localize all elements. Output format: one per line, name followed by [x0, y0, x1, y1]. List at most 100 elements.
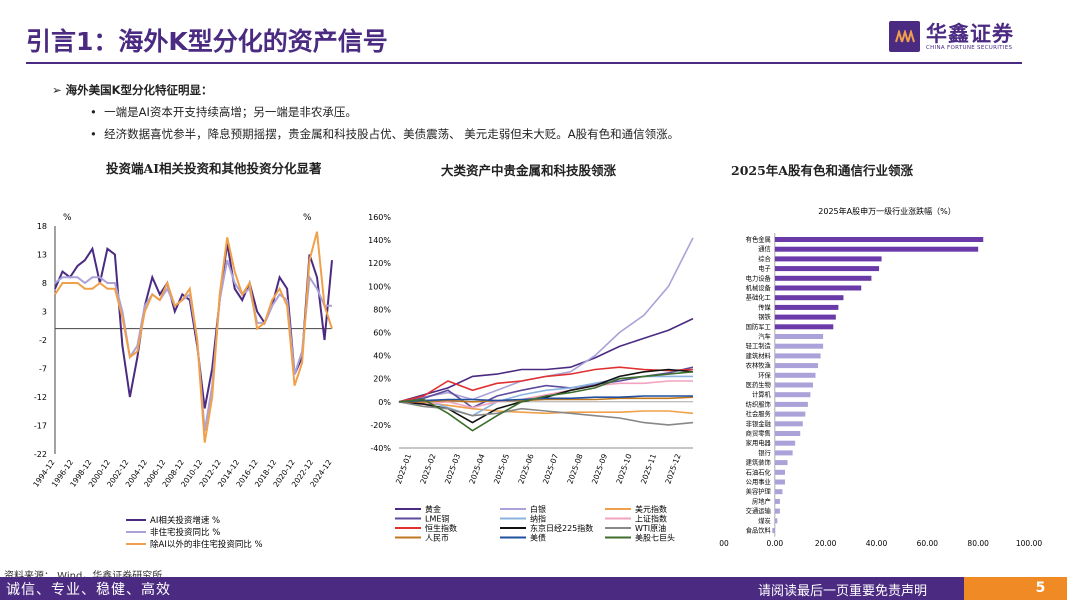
- category-label: 纺织服饰: [746, 399, 771, 408]
- legend-label: 除AI以外的非住宅投资同比 %: [150, 539, 263, 550]
- legend-label: 恒生指数: [425, 523, 457, 533]
- y-tick-label: 20%: [373, 375, 391, 384]
- chart2-title: 大类资产中贵金属和科技股领涨: [441, 163, 617, 178]
- brand-logo: 华鑫证券 CHINA FORTUNE SECURITIES: [889, 21, 1014, 52]
- bar: [774, 334, 824, 339]
- y-tick-label: -40%: [370, 444, 391, 453]
- category-label: 计算机: [752, 390, 772, 399]
- legend-label: 非住宅投资同比 %: [150, 527, 220, 538]
- category-label: 有色金属: [746, 235, 771, 244]
- y-tick-label: 160%: [368, 213, 391, 222]
- x-tick-label: 2025-03: [443, 452, 462, 485]
- legend-label: AI相关投资增速 %: [150, 515, 220, 526]
- y-tick-label: 0%: [378, 398, 391, 407]
- bar: [774, 421, 803, 427]
- y-tick-label: 60%: [373, 329, 391, 338]
- bullet-item: • 一端是AI资本开支持续高增；另一端是非农承压。: [90, 105, 357, 119]
- category-label: 通信: [758, 244, 771, 253]
- chart3-title: 2025年A股有色和通信行业领涨: [731, 163, 913, 178]
- disclaimer-link[interactable]: 请阅读最后一页重要免责声明: [758, 584, 928, 599]
- bullet-item: • 经济数据喜忧参半，降息预期摇摆，贵金属和科技股占优、美债震荡、 美元走弱但未…: [90, 127, 680, 141]
- y-tick-label: -20%: [370, 421, 391, 430]
- category-label: 电力设备: [746, 273, 772, 282]
- footer-bar: 诚信、专业、稳健、高效 请阅读最后一页重要免责声明 5: [0, 577, 1067, 600]
- y-tick-label: 3: [42, 308, 47, 317]
- y-tick-label: 8: [42, 279, 47, 288]
- category-label: 机械设备: [746, 283, 772, 292]
- x-tick-label: 2025-10: [614, 452, 633, 485]
- x-tick-label: 60.00: [917, 539, 939, 548]
- bullet-main: ➢ 海外美国K型分化特征明显：: [52, 83, 213, 97]
- y-tick-label: 40%: [373, 352, 391, 361]
- bar: [774, 295, 844, 301]
- series-line: [398, 317, 694, 403]
- bar: [774, 479, 785, 485]
- legend-label: 上证指数: [635, 514, 667, 524]
- y-tick-label: 100%: [368, 282, 391, 291]
- footer-slogan: 诚信、专业、稳健、高效: [6, 582, 171, 598]
- category-label: 食品饮料: [746, 526, 772, 535]
- y-tick-label: 120%: [368, 259, 391, 268]
- category-label: 传媒: [758, 302, 771, 311]
- bar: [774, 324, 834, 330]
- bar: [774, 237, 984, 242]
- series-line: [398, 395, 693, 403]
- category-label: 农林牧渔: [746, 361, 771, 370]
- chart1-title: 投资端AI相关投资和其他投资分化显著: [106, 161, 322, 176]
- x-tick-label: 2025-09: [590, 452, 609, 485]
- bar: [774, 372, 816, 378]
- logo-mark-icon: [889, 21, 920, 52]
- bar: [774, 489, 783, 495]
- category-label: 轻工制造: [746, 341, 772, 350]
- category-label: 非银金融: [746, 419, 772, 428]
- category-label: 公用事业: [746, 477, 771, 486]
- y-tick-label: -17: [34, 422, 47, 431]
- bar: [774, 314, 836, 320]
- source-note: 资料来源： Wind，华鑫证券研究所: [4, 567, 162, 582]
- legend-label: 东京日经225指数: [530, 523, 593, 533]
- category-label: 汽车: [758, 332, 771, 341]
- legend-label: 美股七巨头: [635, 533, 675, 543]
- x-tick-label: 2025-12: [663, 452, 682, 485]
- y-tick-label: -22: [34, 450, 47, 459]
- x-tick-label: 100.00: [1016, 539, 1042, 548]
- chart-subtitle: 2025年A股申万一级行业涨跌幅（%）: [818, 206, 955, 216]
- legend-label: 美债: [530, 533, 546, 543]
- category-label: 建筑装饰: [746, 458, 771, 467]
- bar: [774, 469, 785, 475]
- y-tick-label: 140%: [368, 236, 391, 245]
- legend-label: 黄金: [425, 504, 441, 514]
- category-label: 综合: [758, 254, 771, 263]
- x-tick-label: 80.00: [967, 539, 989, 548]
- page-number: 5: [964, 577, 1067, 600]
- series-line: [399, 396, 694, 403]
- header-divider: [26, 62, 1022, 64]
- x-tick-label: 2025-04: [467, 452, 486, 485]
- series-line: [398, 366, 694, 403]
- category-label: 商贸零售: [746, 429, 771, 438]
- y-axis-unit-left: %: [63, 213, 72, 223]
- y-tick-label: -2: [39, 336, 47, 345]
- logo-english: CHINA FORTUNE SECURITIES: [926, 44, 1013, 51]
- category-label: 基础化工: [746, 293, 771, 302]
- chart-industry-returns: 2025年A股申万一级行业涨跌幅（%） 有色金属通信综合电子电力设备机械设备基础化…: [719, 206, 1042, 548]
- logo-name: 华鑫证券: [926, 21, 1014, 46]
- bar: [774, 411, 806, 417]
- bar: [774, 266, 880, 272]
- category-label: 煤炭: [758, 516, 771, 525]
- y-tick-label: -12: [34, 393, 47, 402]
- bar: [774, 518, 778, 524]
- bar: [774, 304, 839, 310]
- bar: [774, 343, 824, 349]
- series-line: [398, 401, 694, 415]
- legend-label: 纳指: [530, 514, 546, 524]
- category-label: 银行: [758, 448, 771, 457]
- y-axis-unit-right: %: [303, 213, 312, 223]
- x-tick-label: 20.00: [815, 539, 837, 548]
- bar: [774, 363, 819, 369]
- category-label: 钢铁: [758, 312, 771, 321]
- x-tick-label: 0.00: [766, 539, 783, 548]
- category-label: 石油石化: [746, 467, 772, 476]
- bar: [774, 285, 862, 291]
- x-tick-label: 2025-01: [394, 452, 413, 485]
